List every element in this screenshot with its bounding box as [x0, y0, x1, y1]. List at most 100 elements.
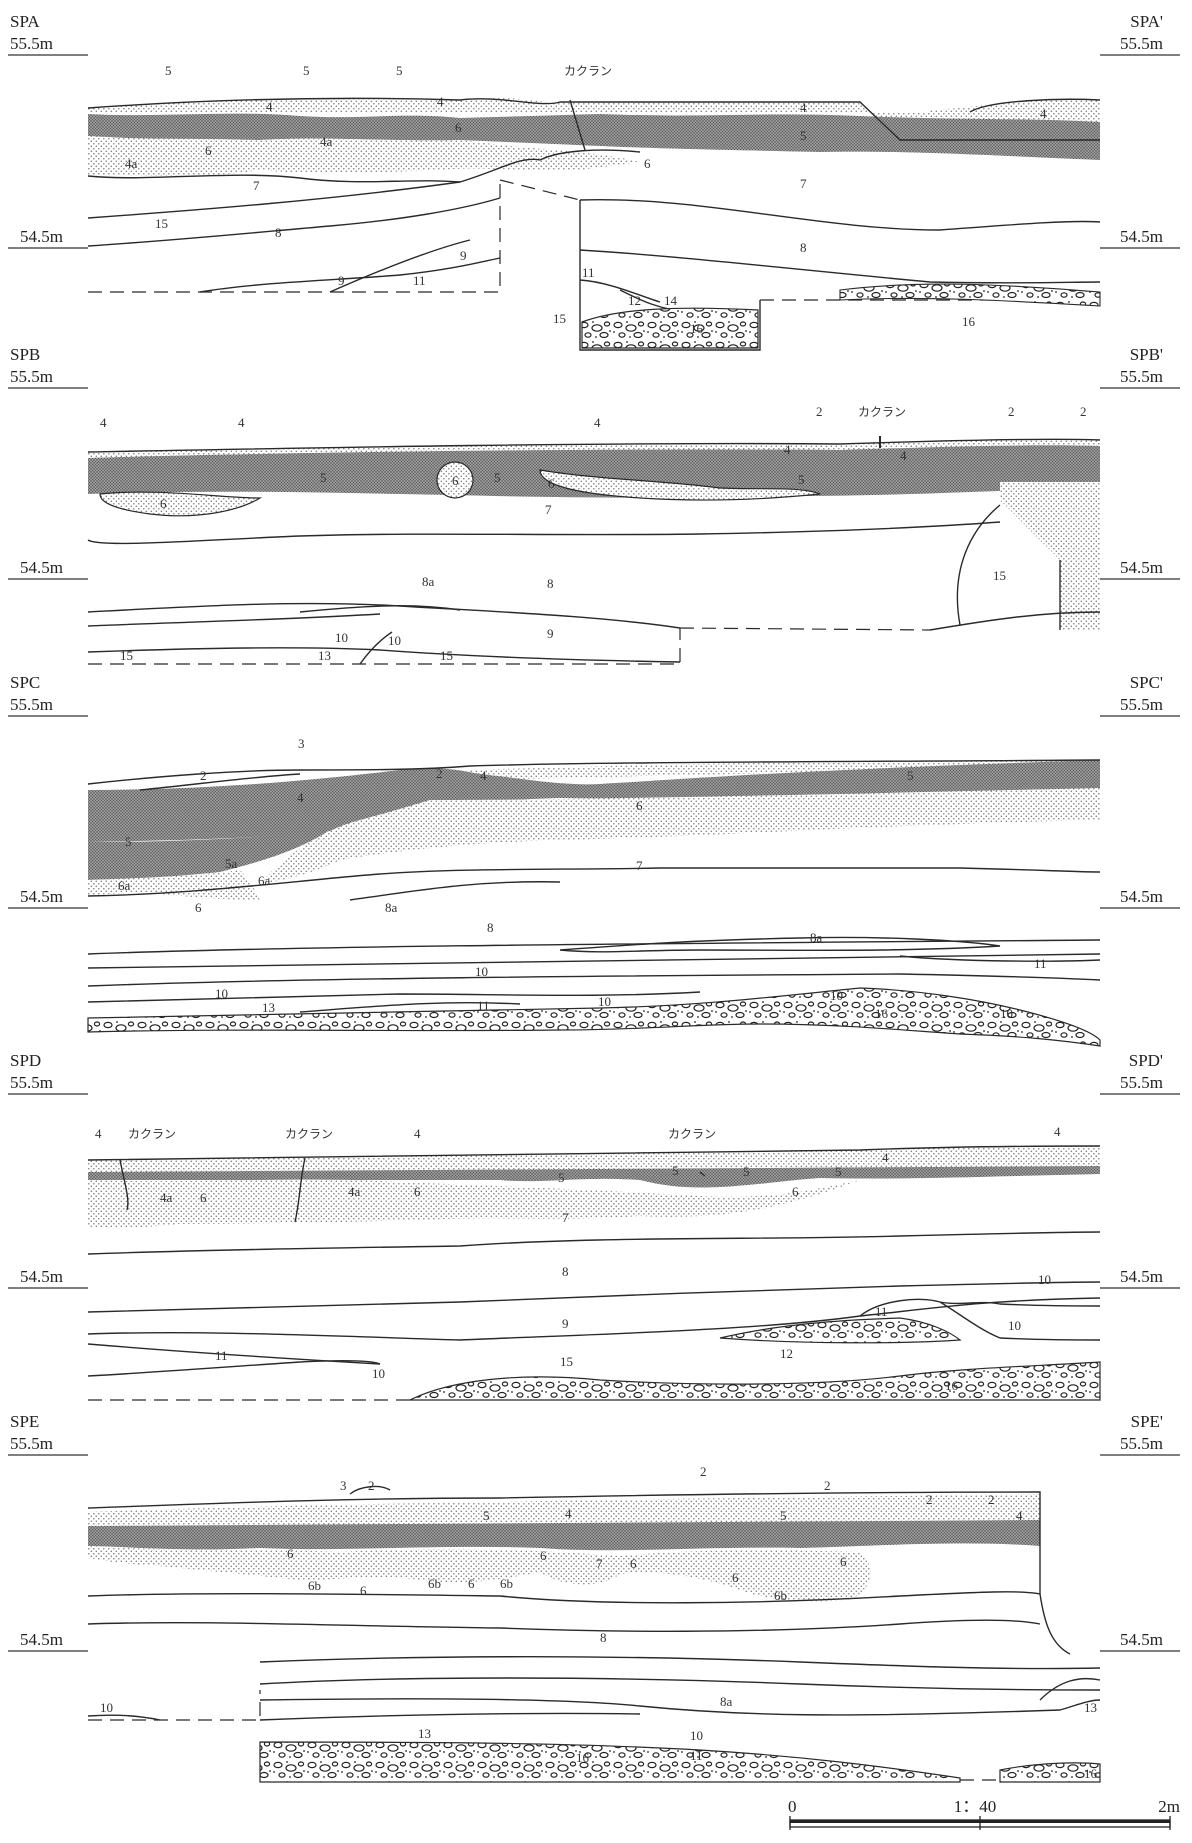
- layer-label: 6: [630, 1556, 637, 1571]
- layer-label: 16: [690, 321, 704, 336]
- layer-label: 6: [644, 156, 651, 171]
- layer-label: 16: [962, 314, 976, 329]
- layer-label: 15: [560, 1354, 573, 1369]
- layer-label: 6: [540, 1548, 547, 1563]
- layer-label: 16: [945, 1378, 959, 1393]
- layer-label: 5: [672, 1163, 679, 1178]
- layer-label: 2: [816, 404, 823, 419]
- elevation-label-bottom-right: 54.5m: [1120, 1267, 1163, 1286]
- layer-label: 4a: [160, 1190, 173, 1205]
- layer-label: 4: [784, 442, 791, 457]
- layer-label: 4: [800, 100, 807, 115]
- layer-label: 5: [165, 63, 172, 78]
- layer-label: 7: [800, 176, 807, 191]
- elevation-label-top-right: 55.5m: [1120, 34, 1163, 53]
- layer-label: 9: [547, 626, 554, 641]
- layer-label: 10: [388, 633, 401, 648]
- layer-label: 4a: [320, 134, 333, 149]
- layer-label: 11: [215, 1348, 228, 1363]
- section-name-left: SPE: [10, 1412, 39, 1431]
- elevation-label-bottom-right: 54.5m: [1120, 558, 1163, 577]
- layer-label: 15: [155, 216, 168, 231]
- section-name-right: SPA': [1130, 12, 1163, 31]
- elevation-label-bottom-left: 54.5m: [20, 1267, 63, 1286]
- layer-label: 5: [780, 1508, 787, 1523]
- layer-label: 15: [553, 311, 566, 326]
- layer-label: 11: [477, 998, 490, 1013]
- layer-label: 6: [840, 1554, 847, 1569]
- elevation-label-bottom-left: 54.5m: [20, 227, 63, 246]
- layer-label: 4: [1054, 1124, 1061, 1139]
- layer-label: 5: [798, 472, 805, 487]
- elevation-label-bottom-left: 54.5m: [20, 558, 63, 577]
- layer-label: 9: [460, 248, 467, 263]
- layer-label: 16: [576, 1750, 590, 1765]
- elevation-label-top-right: 55.5m: [1120, 1073, 1163, 1092]
- layer-label: 8: [275, 225, 282, 240]
- layer-label: 4: [882, 1150, 889, 1165]
- layer-label: 6a: [258, 873, 271, 888]
- elevation-label-bottom-right: 54.5m: [1120, 1630, 1163, 1649]
- layer-label: 6: [287, 1546, 294, 1561]
- scale-ratio-label: 1：40: [954, 1797, 997, 1816]
- layer-label: 16: [1084, 1766, 1098, 1781]
- layer-5-dark-band: [88, 113, 1100, 160]
- layer-label: 6: [636, 798, 643, 813]
- section-spb: SPB 55.5m SPB' 55.5m 54.5m 54.5m 4 4 4 2…: [8, 345, 1180, 665]
- layer-label: 3: [298, 736, 305, 751]
- layer-label: 2: [700, 1464, 707, 1479]
- layer-label: 6b: [774, 1588, 787, 1603]
- layer-label: 13: [418, 1726, 431, 1741]
- layer-label: 6b: [500, 1576, 513, 1591]
- layer-label: 5a: [225, 856, 238, 871]
- layer-label: 10: [1038, 1272, 1051, 1287]
- layer-label: 10: [335, 630, 348, 645]
- scale-max-label: 2m: [1158, 1797, 1180, 1816]
- elevation-label-top-left: 55.5m: [10, 1434, 53, 1453]
- disturbance-label: カクラン: [285, 1127, 333, 1141]
- layer-label: 5: [800, 128, 807, 143]
- layer-label: 7: [636, 858, 643, 873]
- layer-label: 2: [200, 768, 207, 783]
- disturbance-label: カクラン: [128, 1127, 176, 1141]
- layer-label: 6: [455, 120, 462, 135]
- layer-label: 4: [95, 1126, 102, 1141]
- disturbance-label: カクラン: [564, 64, 612, 78]
- layer-label: 6: [468, 1576, 475, 1591]
- section-name-right: SPB': [1130, 345, 1163, 364]
- layer-label: 8a: [422, 574, 435, 589]
- layer-label: 5: [835, 1164, 842, 1179]
- section-name-left: SPA: [10, 12, 40, 31]
- layer-label: 5: [320, 470, 327, 485]
- layer-label: 6b: [428, 1576, 441, 1591]
- layer-label: 6: [195, 900, 202, 915]
- section-name-right: SPE': [1131, 1412, 1163, 1431]
- layer-label: 13: [318, 648, 331, 663]
- section-name-right: SPC': [1130, 673, 1163, 692]
- layer-label: 10: [215, 986, 228, 1001]
- elevation-label-top-left: 55.5m: [10, 1073, 53, 1092]
- layer-label: 8: [562, 1264, 569, 1279]
- elevation-label-top-left: 55.5m: [10, 34, 53, 53]
- elevation-label-top-right: 55.5m: [1120, 695, 1163, 714]
- section-spe: SPE 55.5m SPE' 55.5m 54.5m 54.5m 3 2 2 2…: [8, 1412, 1180, 1783]
- layer-label: 13: [262, 1000, 275, 1015]
- layer-label: 8: [547, 576, 554, 591]
- disturbance-label: カクラン: [668, 1127, 716, 1141]
- layer-label: 6: [360, 1583, 367, 1598]
- layer-label: 8a: [810, 930, 823, 945]
- layer-label: 16: [875, 1006, 889, 1021]
- section-name-left: SPB: [10, 345, 40, 364]
- layer-label: 5: [907, 768, 914, 783]
- layer-label: 5: [396, 63, 403, 78]
- layer-label: 7: [545, 502, 552, 517]
- layer-label: 10: [100, 1700, 113, 1715]
- layer-label: 5: [558, 1170, 565, 1185]
- layer-16-gravel-right: [839, 283, 1101, 307]
- elevation-label-top-left: 55.5m: [10, 695, 53, 714]
- section-spc: SPC 55.5m SPC' 55.5m 54.5m 54.5m 3 2 2 4…: [8, 673, 1180, 1047]
- section-spd: SPD 55.5m SPD' 55.5m 54.5m 54.5m 4 4 4 4…: [8, 1051, 1180, 1401]
- layer-label: 4a: [125, 156, 138, 171]
- disturbance-label: カクラン: [858, 405, 906, 419]
- layer-label: 2: [368, 1478, 375, 1493]
